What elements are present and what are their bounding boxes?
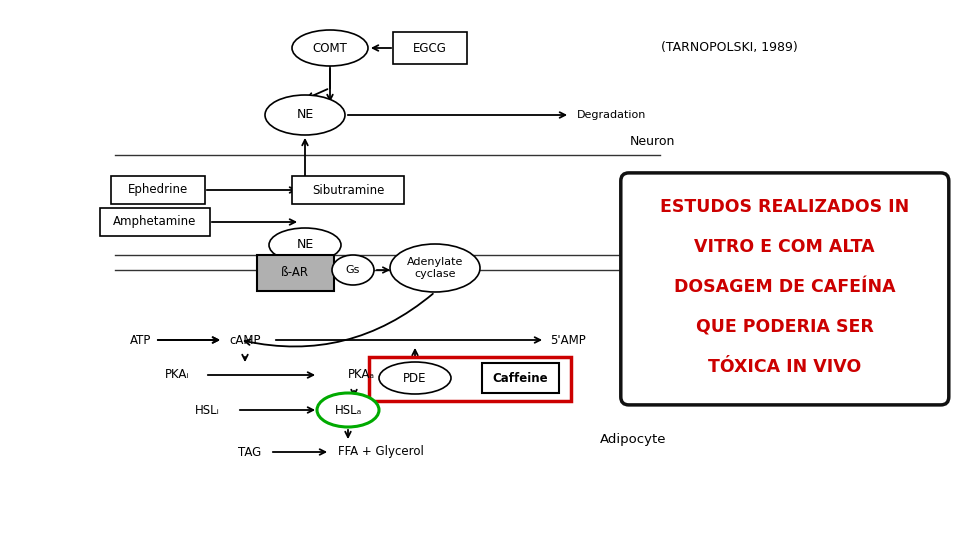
- Text: Caffeine: Caffeine: [492, 372, 548, 384]
- Text: Adenylate
cyclase: Adenylate cyclase: [407, 257, 463, 279]
- Text: ß-AR: ß-AR: [281, 267, 309, 280]
- Text: Amphetamine: Amphetamine: [113, 215, 197, 228]
- Ellipse shape: [379, 362, 451, 394]
- Text: COMT: COMT: [313, 42, 348, 55]
- Text: FFA + Glycerol: FFA + Glycerol: [338, 446, 424, 458]
- Text: TAG: TAG: [238, 446, 261, 458]
- Text: Neuron: Neuron: [630, 135, 676, 148]
- Text: Ephedrine: Ephedrine: [128, 184, 188, 197]
- Text: cAMP: cAMP: [229, 334, 261, 347]
- Text: Degradation: Degradation: [577, 110, 646, 120]
- FancyBboxPatch shape: [256, 255, 333, 291]
- FancyBboxPatch shape: [393, 32, 467, 64]
- Text: PKAᵢ: PKAᵢ: [165, 368, 189, 381]
- Text: HSLₐ: HSLₐ: [334, 403, 362, 416]
- Text: NE: NE: [297, 239, 314, 252]
- Text: Sibutramine: Sibutramine: [312, 184, 384, 197]
- Ellipse shape: [292, 30, 368, 66]
- Ellipse shape: [265, 95, 345, 135]
- Text: Plasma membrane: Plasma membrane: [630, 240, 748, 253]
- FancyBboxPatch shape: [482, 363, 559, 393]
- Text: VITRO E COM ALTA: VITRO E COM ALTA: [694, 238, 876, 256]
- Ellipse shape: [332, 255, 374, 285]
- Text: HSLᵢ: HSLᵢ: [195, 403, 220, 416]
- Text: EGCG: EGCG: [413, 42, 447, 55]
- FancyBboxPatch shape: [621, 173, 948, 405]
- Ellipse shape: [390, 244, 480, 292]
- Text: ATP: ATP: [130, 334, 152, 347]
- FancyBboxPatch shape: [292, 176, 404, 204]
- Text: DOSAGEM DE CAFEÍNA: DOSAGEM DE CAFEÍNA: [674, 278, 896, 296]
- Text: Adipocyte: Adipocyte: [600, 434, 666, 447]
- FancyBboxPatch shape: [369, 357, 571, 401]
- FancyBboxPatch shape: [100, 208, 210, 236]
- Text: TÓXICA IN VIVO: TÓXICA IN VIVO: [708, 358, 861, 376]
- Text: QUE PODERIA SER: QUE PODERIA SER: [696, 318, 874, 336]
- FancyBboxPatch shape: [111, 176, 205, 204]
- Text: 5'AMP: 5'AMP: [550, 334, 586, 347]
- Text: Gs: Gs: [346, 265, 360, 275]
- Text: Synaptic cleft: Synaptic cleft: [630, 200, 715, 213]
- Ellipse shape: [269, 228, 341, 262]
- Text: PDE: PDE: [403, 372, 427, 384]
- Text: ESTUDOS REALIZADOS IN: ESTUDOS REALIZADOS IN: [660, 198, 909, 216]
- Text: NE: NE: [297, 109, 314, 122]
- Ellipse shape: [317, 393, 379, 427]
- Text: PKAₐ: PKAₐ: [348, 368, 375, 381]
- Text: (TARNOPOLSKI, 1989): (TARNOPOLSKI, 1989): [661, 41, 798, 54]
